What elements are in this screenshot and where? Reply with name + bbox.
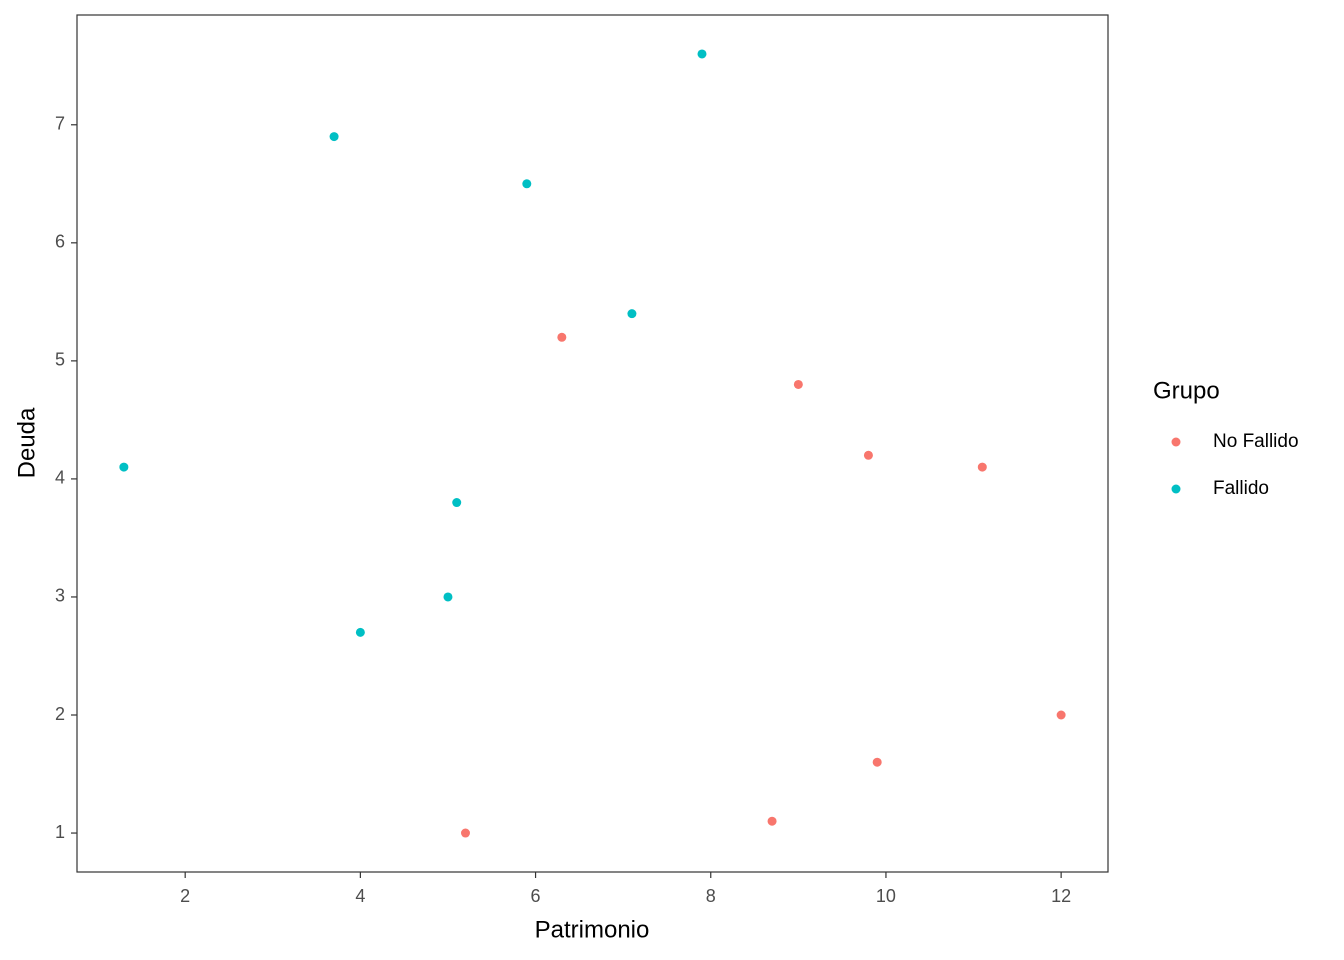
y-tick-label: 1: [55, 822, 65, 842]
point: [119, 462, 129, 472]
x-tick-label: 8: [706, 886, 716, 906]
point: [863, 450, 873, 460]
x-tick-label: 2: [180, 886, 190, 906]
point: [460, 828, 470, 838]
point: [557, 332, 567, 342]
y-tick-label: 5: [55, 350, 65, 370]
legend-title: Grupo: [1153, 377, 1220, 404]
x-tick-label: 10: [876, 886, 896, 906]
point: [793, 379, 803, 389]
point: [767, 816, 777, 826]
point: [872, 757, 882, 767]
panel-border: [76, 14, 1109, 873]
point: [452, 498, 462, 508]
legend-key: [1171, 484, 1181, 494]
point: [697, 49, 707, 59]
y-tick-label: 4: [55, 468, 65, 488]
y-tick-label: 3: [55, 586, 65, 606]
legend-key: [1171, 437, 1181, 447]
y-tick-label: 2: [55, 704, 65, 724]
x-tick-label: 4: [355, 886, 365, 906]
x-axis-title: Patrimonio: [535, 916, 650, 943]
point: [443, 592, 453, 602]
y-tick-label: 6: [55, 232, 65, 252]
x-tick-label: 6: [531, 886, 541, 906]
point: [329, 132, 339, 142]
point: [522, 179, 532, 189]
legend-label: Fallido: [1213, 478, 1269, 499]
legend-label: No Fallido: [1213, 431, 1299, 452]
point: [355, 627, 365, 637]
y-axis-title: Deuda: [13, 407, 40, 478]
x-tick-label: 12: [1051, 886, 1071, 906]
y-tick-label: 7: [55, 114, 65, 134]
point: [977, 462, 987, 472]
point: [1056, 710, 1066, 720]
point: [627, 309, 637, 319]
